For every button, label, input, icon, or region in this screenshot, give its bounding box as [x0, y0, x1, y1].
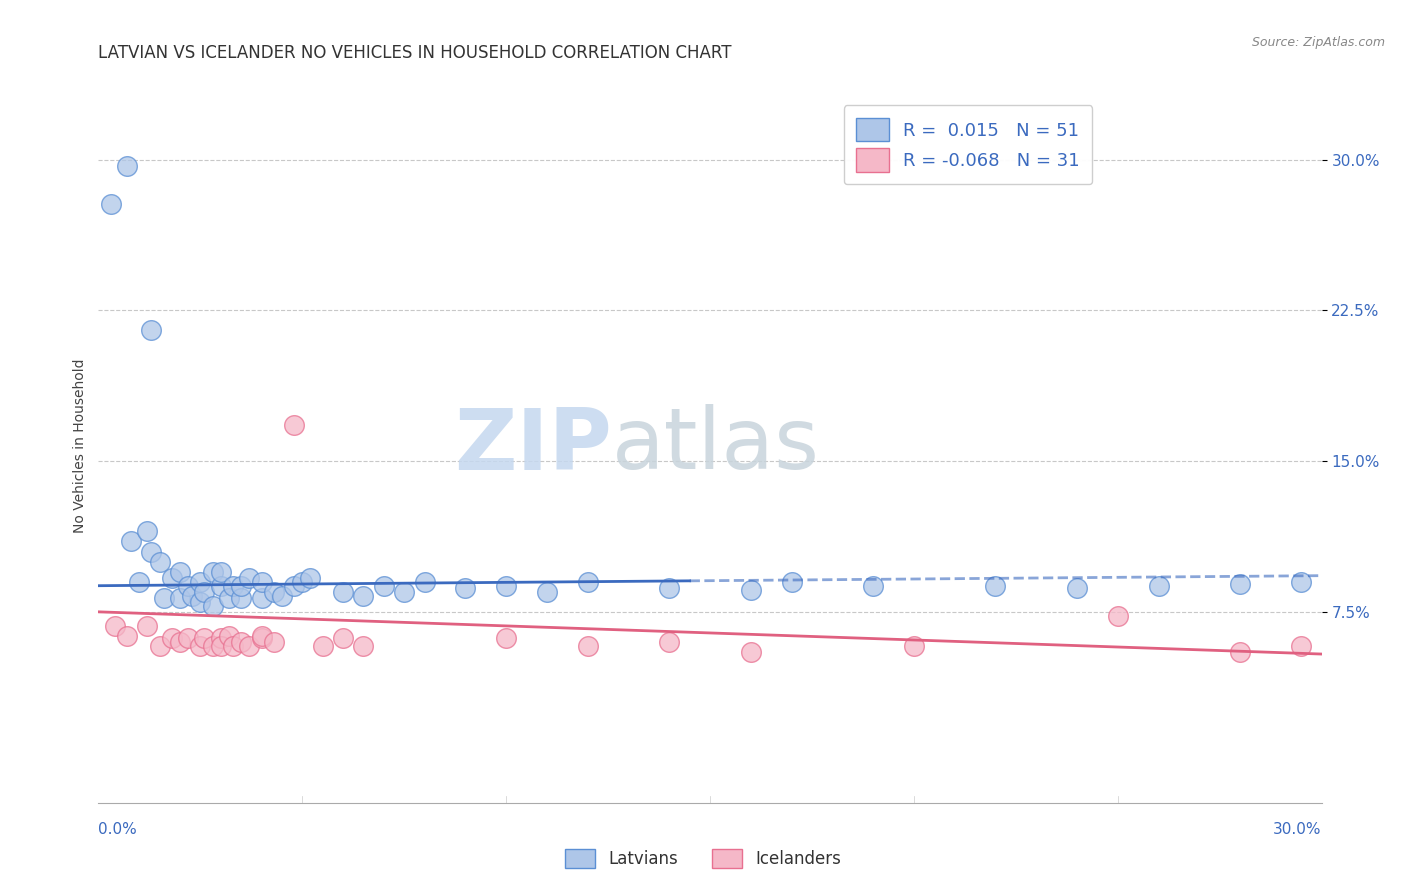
Point	[373, 579, 395, 593]
Point	[177, 631, 200, 645]
Point	[209, 631, 232, 645]
Point	[454, 581, 477, 595]
Point	[231, 579, 253, 593]
Point	[283, 579, 305, 593]
Point	[181, 589, 204, 603]
Point	[115, 159, 138, 173]
Point	[299, 571, 322, 585]
Point	[780, 574, 803, 589]
Point	[352, 589, 374, 603]
Point	[169, 635, 191, 649]
Point	[209, 565, 232, 579]
Point	[149, 555, 172, 569]
Point	[352, 639, 374, 653]
Text: Source: ZipAtlas.com: Source: ZipAtlas.com	[1251, 36, 1385, 49]
Text: LATVIAN VS ICELANDER NO VEHICLES IN HOUSEHOLD CORRELATION CHART: LATVIAN VS ICELANDER NO VEHICLES IN HOUS…	[98, 45, 733, 62]
Point	[115, 629, 138, 643]
Point	[120, 534, 142, 549]
Point	[270, 589, 294, 603]
Point	[136, 619, 159, 633]
Point	[740, 645, 762, 659]
Point	[222, 639, 245, 653]
Point	[238, 571, 260, 585]
Point	[188, 639, 212, 653]
Point	[263, 584, 285, 599]
Point	[1147, 579, 1170, 593]
Point	[201, 599, 224, 613]
Point	[209, 639, 232, 653]
Point	[149, 639, 172, 653]
Point	[231, 591, 253, 605]
Point	[1291, 639, 1313, 653]
Point	[332, 631, 354, 645]
Point	[658, 581, 681, 595]
Point	[312, 639, 335, 653]
Point	[1229, 645, 1251, 659]
Point	[413, 574, 436, 589]
Point	[984, 579, 1007, 593]
Legend: Latvians, Icelanders: Latvians, Icelanders	[558, 842, 848, 875]
Point	[152, 591, 174, 605]
Point	[1066, 581, 1088, 595]
Point	[250, 591, 273, 605]
Text: ZIP: ZIP	[454, 404, 612, 488]
Point	[218, 629, 240, 643]
Point	[169, 565, 191, 579]
Point	[576, 574, 599, 589]
Point	[188, 574, 212, 589]
Point	[136, 524, 159, 539]
Point	[201, 565, 224, 579]
Point	[160, 631, 183, 645]
Text: 0.0%: 0.0%	[98, 822, 138, 837]
Point	[160, 571, 183, 585]
Point	[495, 631, 517, 645]
Point	[218, 591, 240, 605]
Point	[291, 574, 314, 589]
Point	[250, 574, 273, 589]
Point	[128, 574, 150, 589]
Point	[201, 639, 224, 653]
Point	[495, 579, 517, 593]
Point	[1229, 576, 1251, 591]
Point	[250, 631, 273, 645]
Point	[1291, 574, 1313, 589]
Text: atlas: atlas	[612, 404, 820, 488]
Y-axis label: No Vehicles in Household: No Vehicles in Household	[73, 359, 87, 533]
Point	[238, 639, 260, 653]
Point	[231, 635, 253, 649]
Point	[222, 579, 245, 593]
Point	[188, 595, 212, 609]
Point	[1107, 608, 1129, 623]
Point	[100, 196, 122, 211]
Point	[177, 579, 200, 593]
Point	[862, 579, 884, 593]
Point	[576, 639, 599, 653]
Point	[169, 591, 191, 605]
Point	[903, 639, 925, 653]
Point	[209, 579, 232, 593]
Text: 30.0%: 30.0%	[1274, 822, 1322, 837]
Point	[141, 544, 163, 558]
Point	[536, 584, 558, 599]
Point	[263, 635, 285, 649]
Point	[141, 323, 163, 337]
Point	[740, 582, 762, 597]
Point	[332, 584, 354, 599]
Point	[193, 631, 215, 645]
Point	[658, 635, 681, 649]
Point	[250, 629, 273, 643]
Point	[104, 619, 127, 633]
Point	[392, 584, 416, 599]
Point	[193, 584, 215, 599]
Legend: R =  0.015   N = 51, R = -0.068   N = 31: R = 0.015 N = 51, R = -0.068 N = 31	[844, 105, 1092, 185]
Point	[283, 417, 305, 432]
